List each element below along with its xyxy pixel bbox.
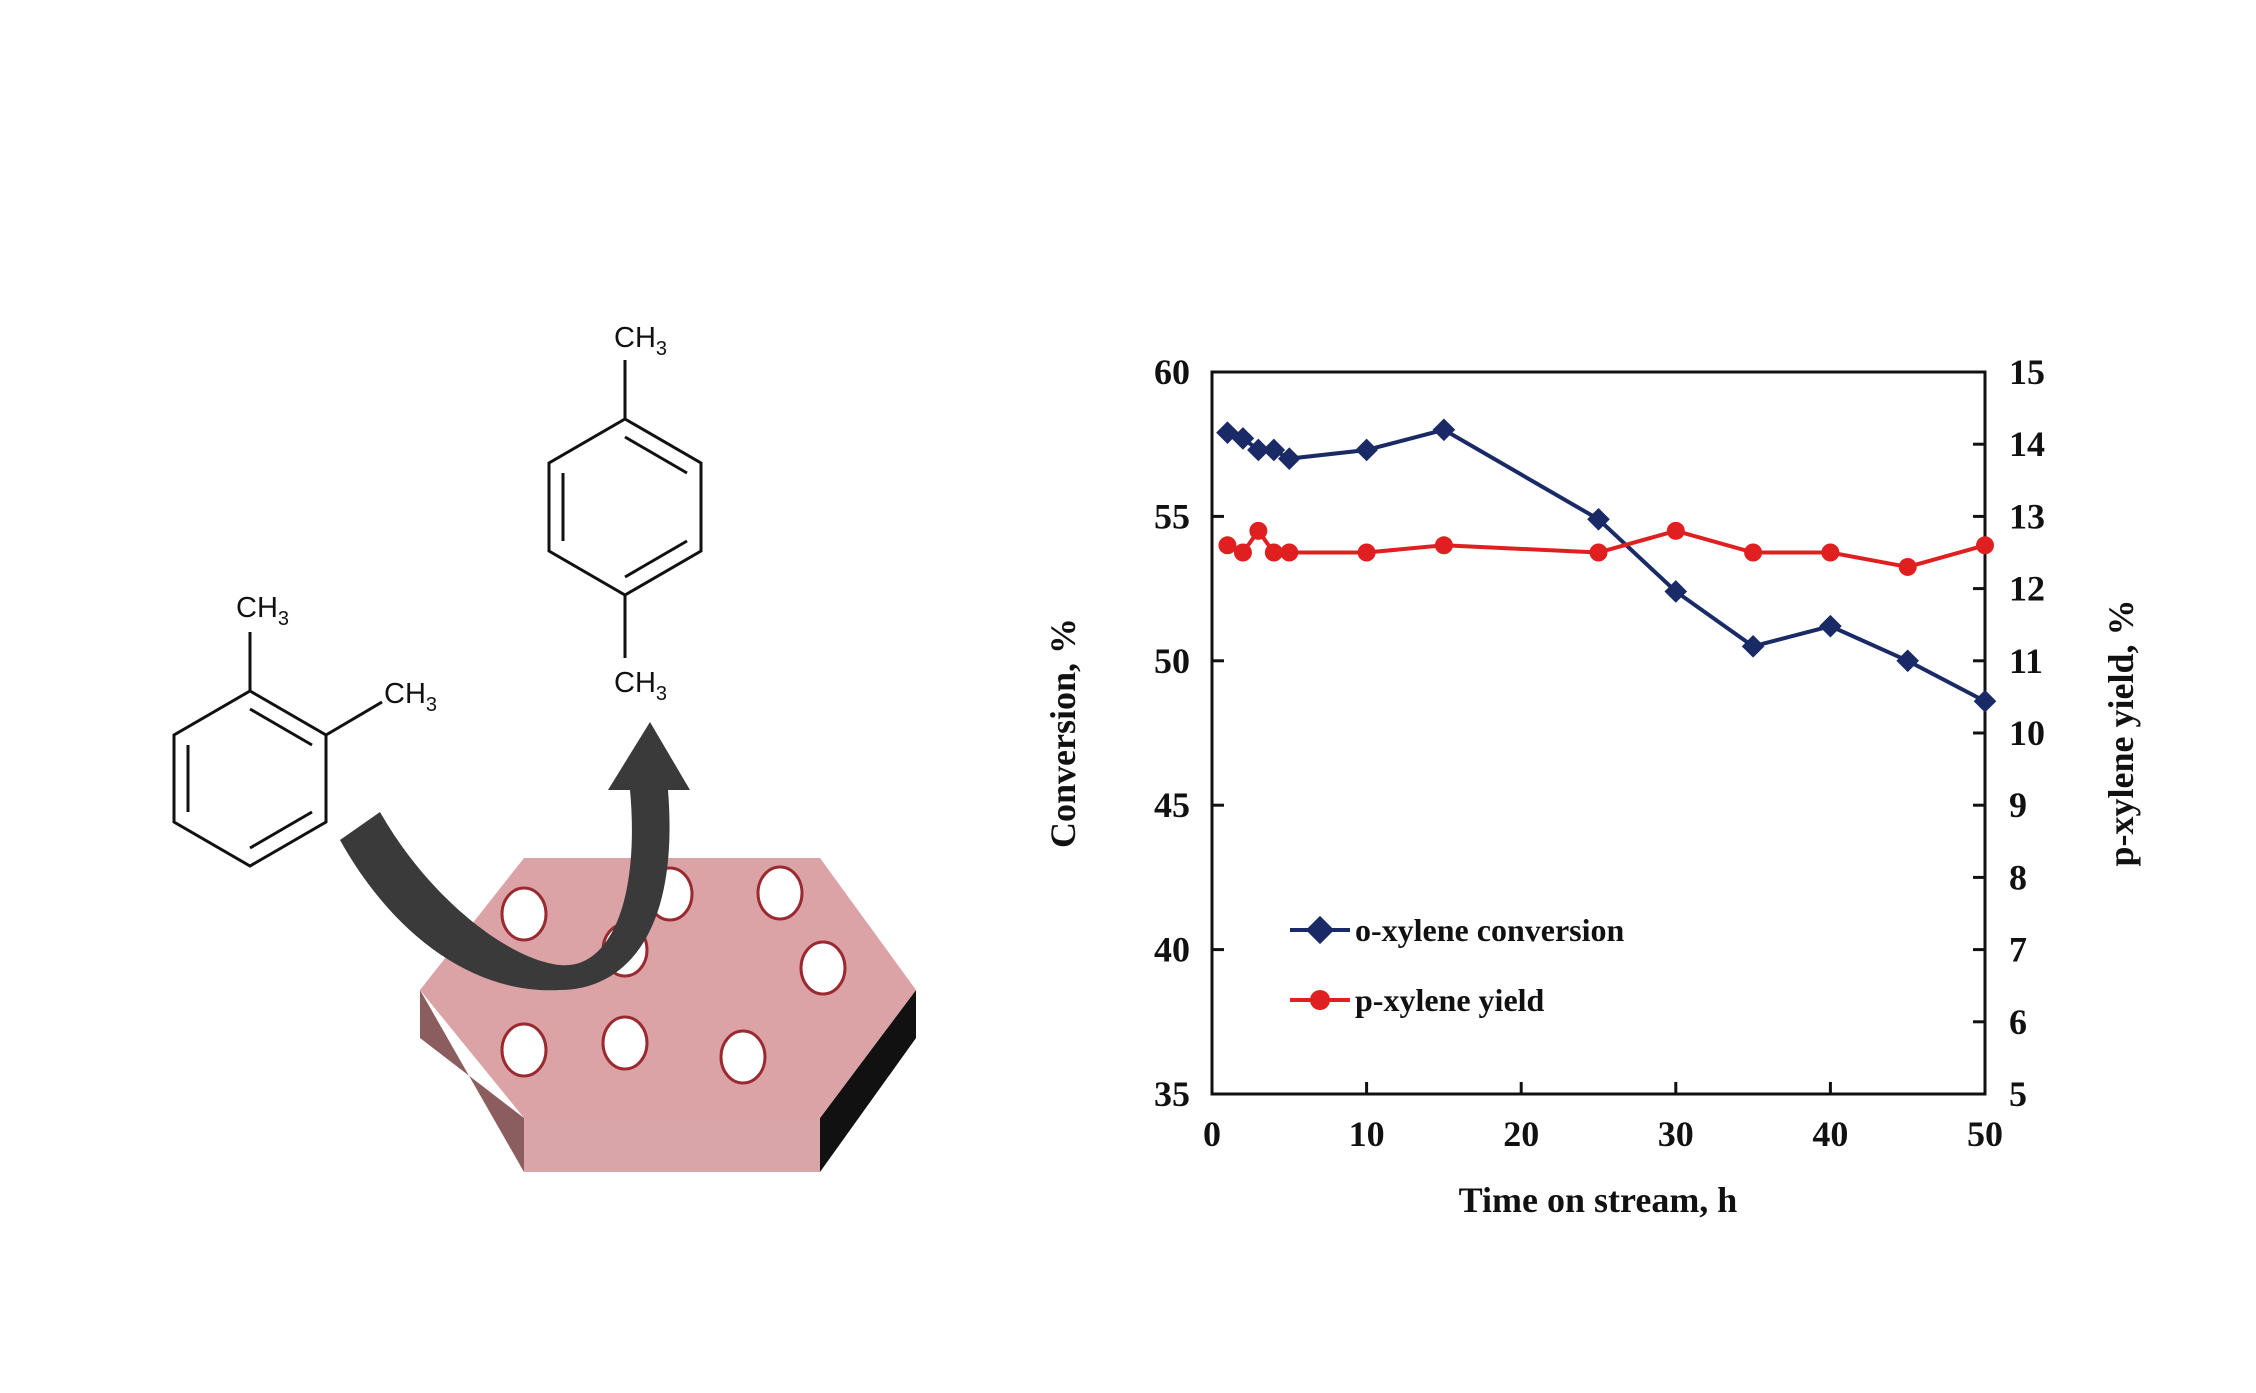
reaction-scheme: CH3 CH3 CH3 CH3: [172, 322, 916, 1172]
o-xylene-structure: [172, 632, 383, 868]
y-tick-label: 60: [1154, 352, 1190, 392]
catalyst-slab: [420, 858, 916, 1172]
series-line-conversion: [1226, 427, 1986, 704]
y2-tick-label: 10: [2009, 713, 2045, 753]
data-point-yield: [1233, 543, 1252, 562]
data-point-yield: [1357, 543, 1376, 562]
y2-tick-label: 5: [2009, 1074, 2027, 1114]
catalyst-front-face: [524, 1118, 820, 1172]
pore: [500, 886, 548, 942]
data-point-yield: [1589, 543, 1608, 562]
y2-tick-label: 13: [2009, 496, 2045, 536]
y2-tick-label: 9: [2009, 785, 2027, 825]
data-point-conversion: [1587, 507, 1610, 531]
y-axis-right: 5 6 7 8 9 10 11 12 13 14 15: [1973, 352, 2045, 1114]
data-point-yield: [1666, 521, 1685, 540]
data-point-conversion: [1741, 635, 1765, 658]
p-xylene-methyl-bottom: CH3: [614, 667, 667, 705]
p-xylene-methyl-top: CH3: [614, 322, 667, 360]
x-tick-label: 0: [1203, 1114, 1221, 1154]
x-axis: 0 10 20 30 40 50: [1203, 1082, 2003, 1154]
o-xylene-methyl-1: CH3: [236, 592, 289, 630]
legend-label-yield: p-xylene yield: [1355, 982, 1545, 1018]
x-tick-label: 10: [1349, 1114, 1385, 1154]
pore: [719, 1029, 767, 1085]
data-point-conversion: [1247, 438, 1270, 462]
pore: [500, 1022, 548, 1078]
series-layer: [1216, 418, 1997, 713]
data-point-yield: [1280, 543, 1299, 562]
legend-diamond-marker: [1305, 915, 1335, 945]
pore: [601, 1015, 649, 1071]
data-point-yield: [1249, 521, 1268, 540]
data-point-yield: [1744, 543, 1763, 562]
x-axis-title: Time on stream, h: [1459, 1180, 1738, 1220]
catalyst-right-face: [820, 990, 916, 1172]
data-point-yield: [1264, 543, 1283, 562]
data-point-yield: [1821, 543, 1840, 562]
curved-arrow-icon: [340, 722, 690, 991]
y-axis-left-title: Conversion, %: [1043, 618, 1083, 848]
y-axis-left: 35 40 45 50 55 60: [1154, 352, 1224, 1114]
legend: o-xylene conversion p-xylene yield: [1290, 912, 1625, 1018]
y-tick-label: 40: [1154, 930, 1190, 970]
pore: [756, 865, 804, 921]
y2-tick-label: 11: [2009, 641, 2043, 681]
data-point-conversion: [1819, 614, 1842, 638]
y-tick-label: 50: [1154, 641, 1190, 681]
legend-label-conversion: o-xylene conversion: [1355, 912, 1625, 948]
data-point-conversion: [1896, 649, 1920, 673]
y2-tick-label: 8: [2009, 857, 2027, 897]
y-tick-label: 55: [1154, 496, 1190, 536]
y-tick-label: 45: [1154, 785, 1190, 825]
data-point-conversion: [1277, 447, 1301, 470]
y2-tick-label: 6: [2009, 1002, 2027, 1042]
plot-frame: [1210, 370, 1987, 1096]
stability-chart: 0 10 20 30 40 50 35 40 45 50 55 60 5 6 7 8 9 10 11 12 13 14…: [1043, 352, 2141, 1220]
data-point-conversion: [1973, 689, 1997, 713]
pore: [799, 940, 847, 996]
y2-tick-label: 14: [2009, 424, 2045, 464]
data-point-conversion: [1664, 580, 1688, 603]
y-axis-right-title: p-xylene yield, %: [2101, 600, 2141, 867]
y2-tick-label: 12: [2009, 569, 2045, 609]
p-xylene-structure: [547, 360, 703, 658]
data-point-yield: [1434, 536, 1453, 555]
o-xylene-methyl-2: CH3: [384, 678, 437, 716]
x-tick-label: 50: [1967, 1114, 2003, 1154]
reaction-arrow: [340, 722, 690, 991]
legend-item-yield: p-xylene yield: [1290, 982, 1545, 1018]
data-point-yield: [1218, 536, 1237, 555]
x-tick-label: 30: [1658, 1114, 1694, 1154]
data-point-conversion: [1231, 427, 1255, 450]
data-point-yield: [1976, 536, 1994, 555]
data-point-yield: [1898, 557, 1917, 576]
legend-circle-marker: [1310, 990, 1330, 1010]
data-point-conversion: [1432, 418, 1456, 442]
x-tick-label: 20: [1503, 1114, 1539, 1154]
x-tick-label: 40: [1812, 1114, 1848, 1154]
y2-tick-label: 7: [2009, 930, 2027, 970]
y2-tick-label: 15: [2009, 352, 2045, 392]
y-tick-label: 35: [1154, 1074, 1190, 1114]
legend-item-conversion: o-xylene conversion: [1290, 912, 1625, 948]
data-point-conversion: [1355, 438, 1378, 462]
catalyst-left-face: [420, 990, 524, 1172]
data-point-conversion: [1262, 438, 1286, 462]
